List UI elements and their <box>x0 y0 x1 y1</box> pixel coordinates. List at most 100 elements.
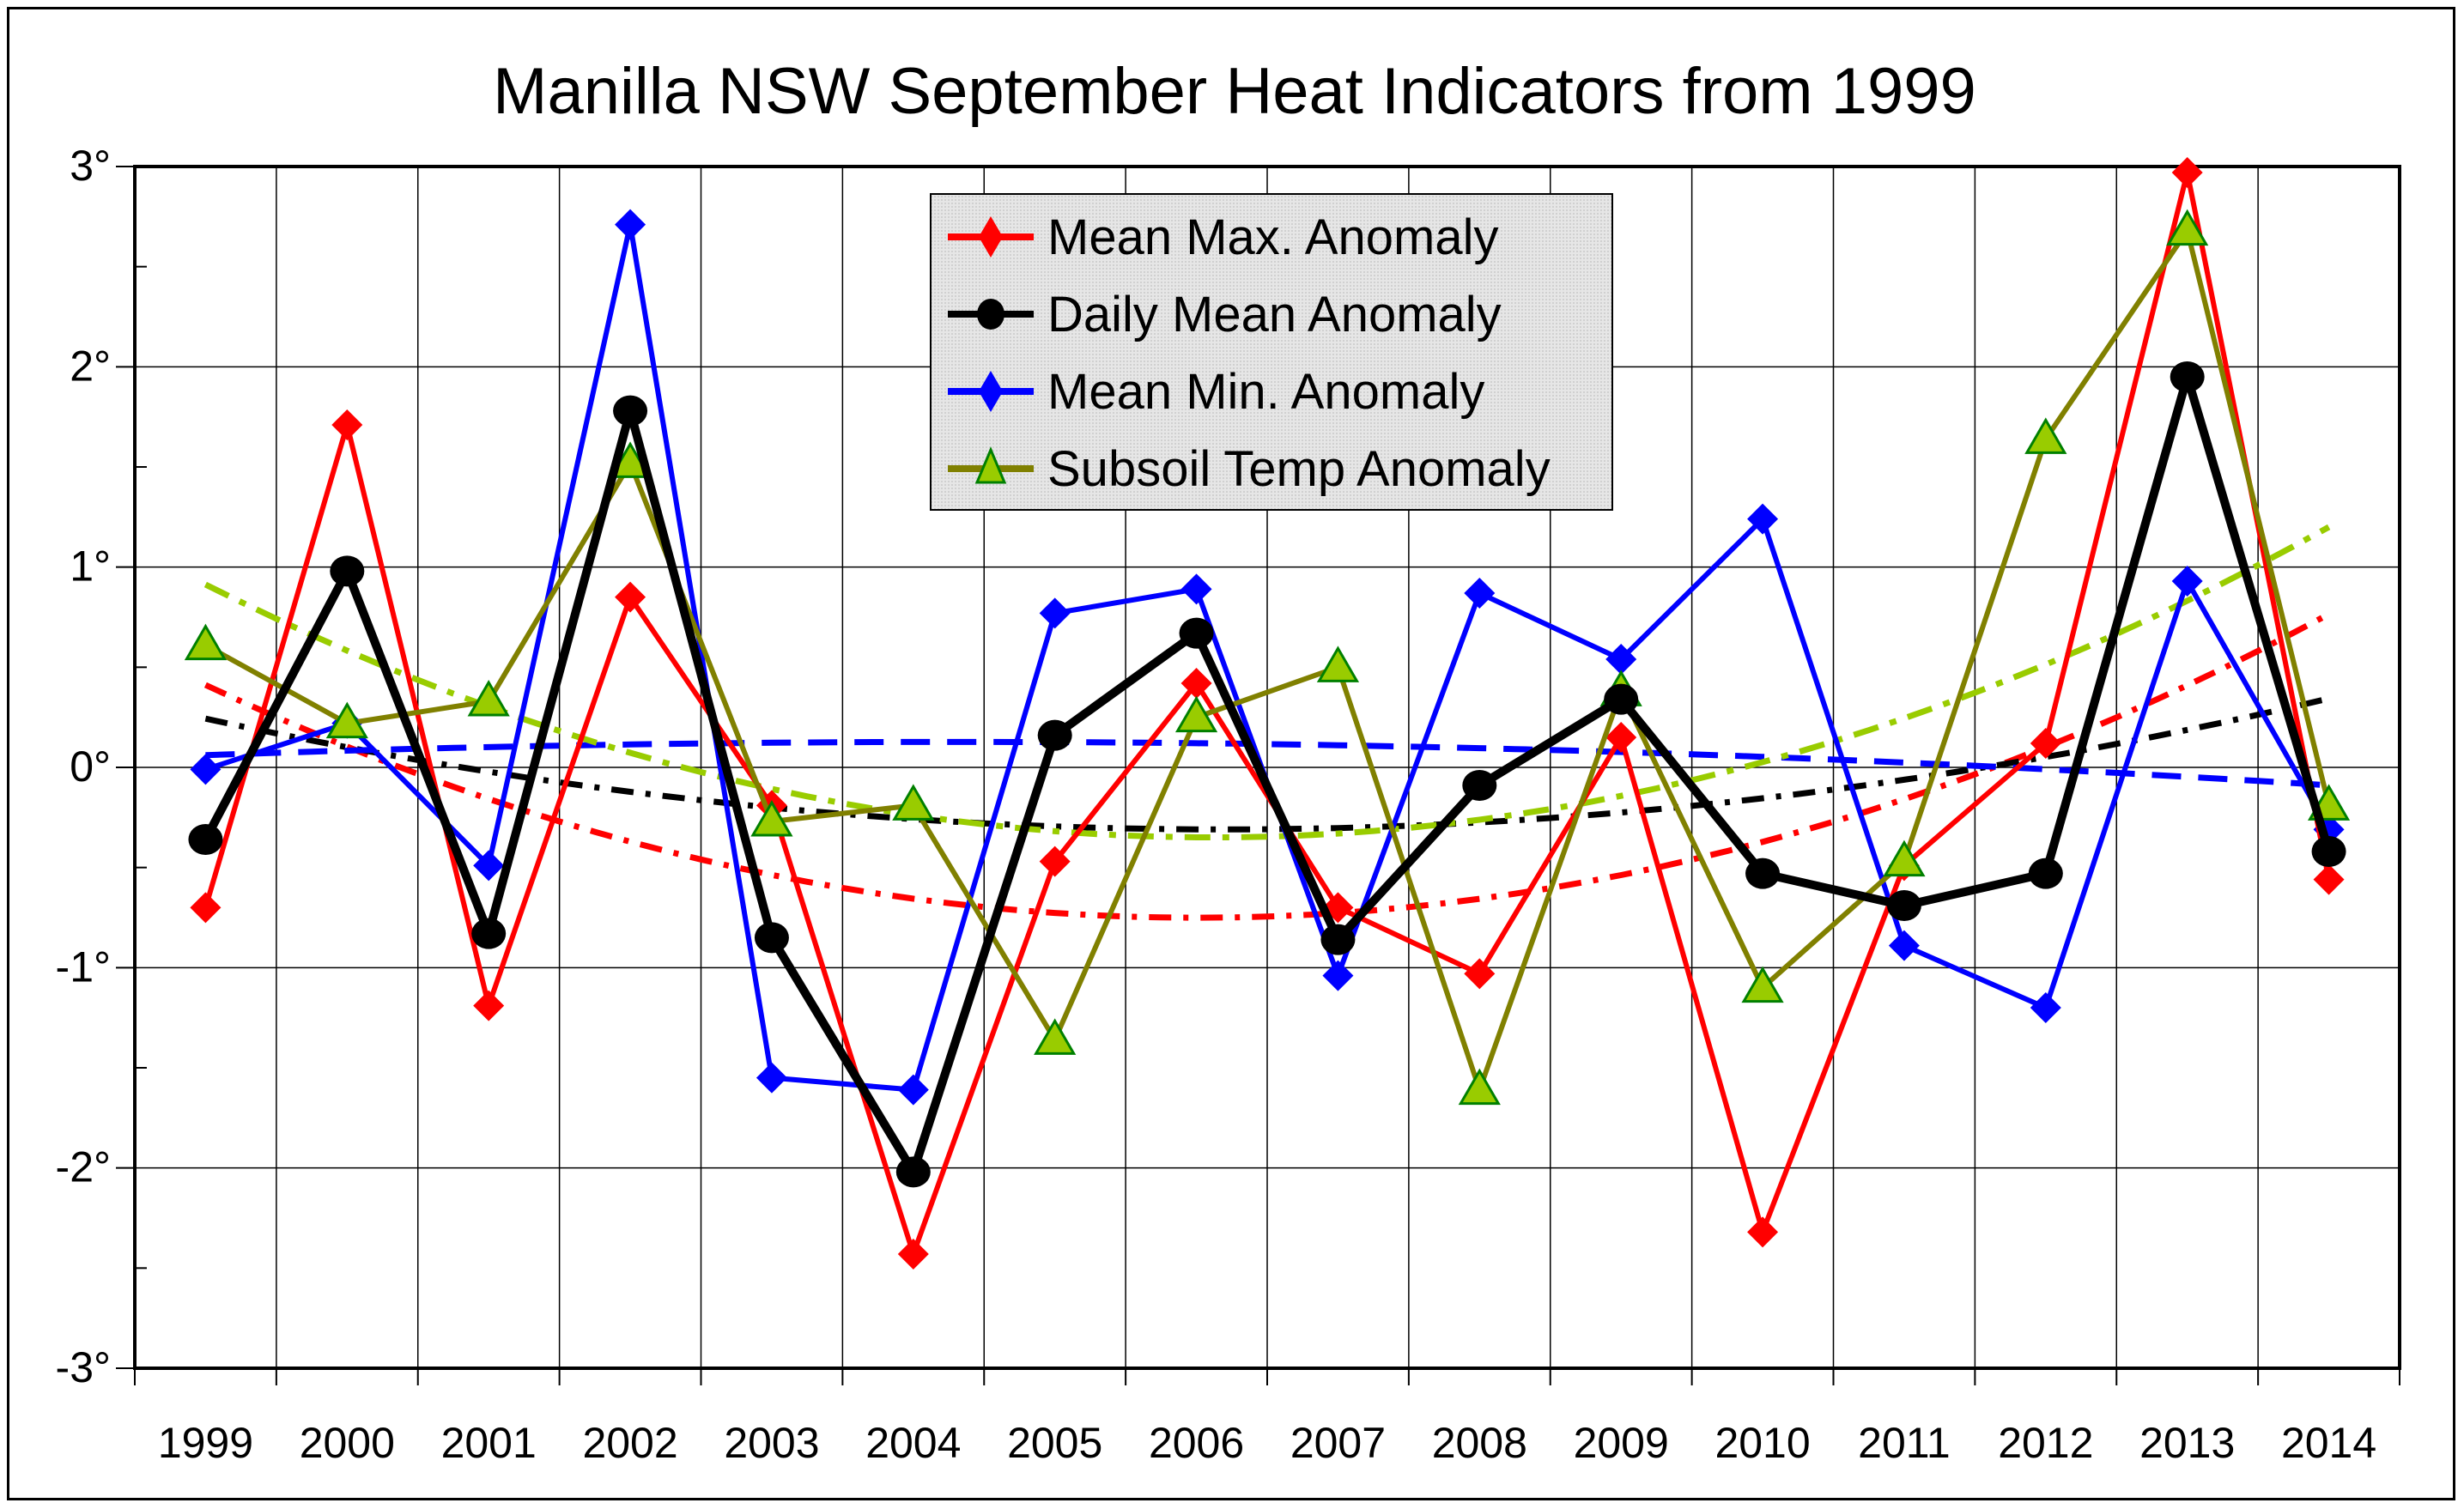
chart-title: Manilla NSW September Heat Indicators fr… <box>493 55 1976 128</box>
x-tick-label: 2009 <box>1574 1419 1669 1467</box>
data-point <box>473 850 505 882</box>
data-point <box>1741 966 1784 1003</box>
y-tick-label: 2° <box>70 342 111 390</box>
data-point <box>615 209 646 240</box>
series-line <box>203 227 2332 1093</box>
x-tick-labels: 1999 2000 2001 2002 2003 2004 2005 2006 2007 2008… <box>158 1419 2376 1467</box>
x-tick-label: 2012 <box>1998 1419 2093 1467</box>
x-tick-label: 2000 <box>300 1419 395 1467</box>
data-point <box>1747 503 1779 535</box>
data-point <box>1886 890 1921 921</box>
legend-label: Mean Max. Anomaly <box>1047 209 1498 265</box>
x-tick-label: 2001 <box>441 1419 537 1467</box>
legend-entry-1: Mean Max. Anomaly <box>948 209 1498 265</box>
data-point <box>613 395 648 427</box>
data-point <box>754 922 789 954</box>
trendline-1 <box>203 611 2331 921</box>
data-point <box>1458 1068 1501 1106</box>
data-point <box>190 754 222 785</box>
plot-area-border <box>133 165 2401 1370</box>
legend-marker <box>979 371 1003 412</box>
data-point <box>2024 417 2067 454</box>
legend-box <box>930 193 1613 511</box>
data-point <box>1464 578 1496 609</box>
trendline-3 <box>205 738 2329 789</box>
data-point <box>2311 836 2346 867</box>
data-point <box>750 800 793 837</box>
data-point <box>1037 719 1072 751</box>
legend-marker <box>977 299 1004 330</box>
x-tick-label: 2008 <box>1432 1419 1527 1467</box>
legend-marker <box>974 446 1007 484</box>
data-point <box>1888 930 1920 961</box>
data-point <box>892 784 935 821</box>
legend-label: Daily Mean Anomaly <box>1047 287 1502 342</box>
x-tick-label: 2003 <box>724 1419 819 1467</box>
y-tick-label: 3° <box>70 142 111 190</box>
legend-marker <box>979 216 1003 258</box>
data-point <box>1039 597 1071 629</box>
data-point <box>2171 157 2203 188</box>
legend-label: Mean Min. Anomaly <box>1047 364 1484 420</box>
trendline-2 <box>204 695 2330 833</box>
data-point <box>467 680 510 717</box>
data-point <box>1883 839 1926 877</box>
x-tick-label: 2010 <box>1714 1419 1810 1467</box>
legend-entry-4: Subsoil Temp Anomaly <box>948 441 1551 497</box>
series-2 <box>188 361 2346 1188</box>
data-point <box>188 824 223 855</box>
data-point <box>471 918 507 949</box>
data-point <box>1462 770 1497 801</box>
data-point <box>1464 958 1496 990</box>
data-point <box>615 581 646 613</box>
data-point <box>895 1156 931 1188</box>
data-point <box>1747 1216 1779 1248</box>
data-point <box>1034 1018 1077 1055</box>
legend-label: Subsoil Temp Anomaly <box>1047 441 1551 497</box>
y-tick-label: -3° <box>56 1343 111 1391</box>
data-point <box>2030 728 2061 759</box>
data-point <box>190 892 222 924</box>
data-point <box>1745 858 1781 889</box>
data-point <box>2030 992 2061 1023</box>
data-point <box>1316 645 1360 682</box>
trendline-4 <box>203 524 2331 840</box>
data-point <box>331 409 363 440</box>
x-tick-label: 2006 <box>1149 1419 1244 1467</box>
data-point <box>1605 644 1637 675</box>
data-point <box>2028 858 2063 889</box>
y-tick-label: -2° <box>56 1143 111 1191</box>
data-point <box>325 701 368 739</box>
data-point <box>1322 960 1354 991</box>
data-point <box>330 555 365 587</box>
x-tick-label: 2005 <box>1007 1419 1102 1467</box>
series-group <box>184 157 2351 1270</box>
data-point <box>184 623 228 661</box>
series-line <box>202 373 2334 1177</box>
x-tick-label: 2014 <box>2281 1419 2376 1467</box>
data-point <box>1039 845 1071 877</box>
data-point <box>897 1074 929 1106</box>
axes <box>116 165 2401 1385</box>
data-point <box>756 1062 787 1094</box>
data-point <box>2171 566 2203 597</box>
data-point <box>897 1239 929 1270</box>
x-tick-label: 2004 <box>865 1419 961 1467</box>
y-tick-label: 1° <box>70 542 111 591</box>
data-point <box>1605 722 1637 753</box>
data-point <box>2166 209 2209 246</box>
y-tick-labels: 3° 2° 1° 0° -1° -2° -3° <box>56 142 111 1391</box>
legend-entry-2: Daily Mean Anomaly <box>948 287 1502 342</box>
x-tick-label: 2007 <box>1290 1419 1386 1467</box>
x-tick-label: 1999 <box>158 1419 253 1467</box>
data-point <box>1320 924 1356 955</box>
data-point <box>473 990 505 1021</box>
data-point <box>2170 361 2205 392</box>
trendlines <box>203 524 2331 921</box>
legend: Mean Max. Anomaly Daily Mean Anomaly Mean … <box>930 193 1613 511</box>
y-tick-label: -1° <box>56 942 111 991</box>
data-point <box>1180 573 1212 605</box>
series-4 <box>184 209 2351 1106</box>
data-point <box>1604 683 1639 715</box>
